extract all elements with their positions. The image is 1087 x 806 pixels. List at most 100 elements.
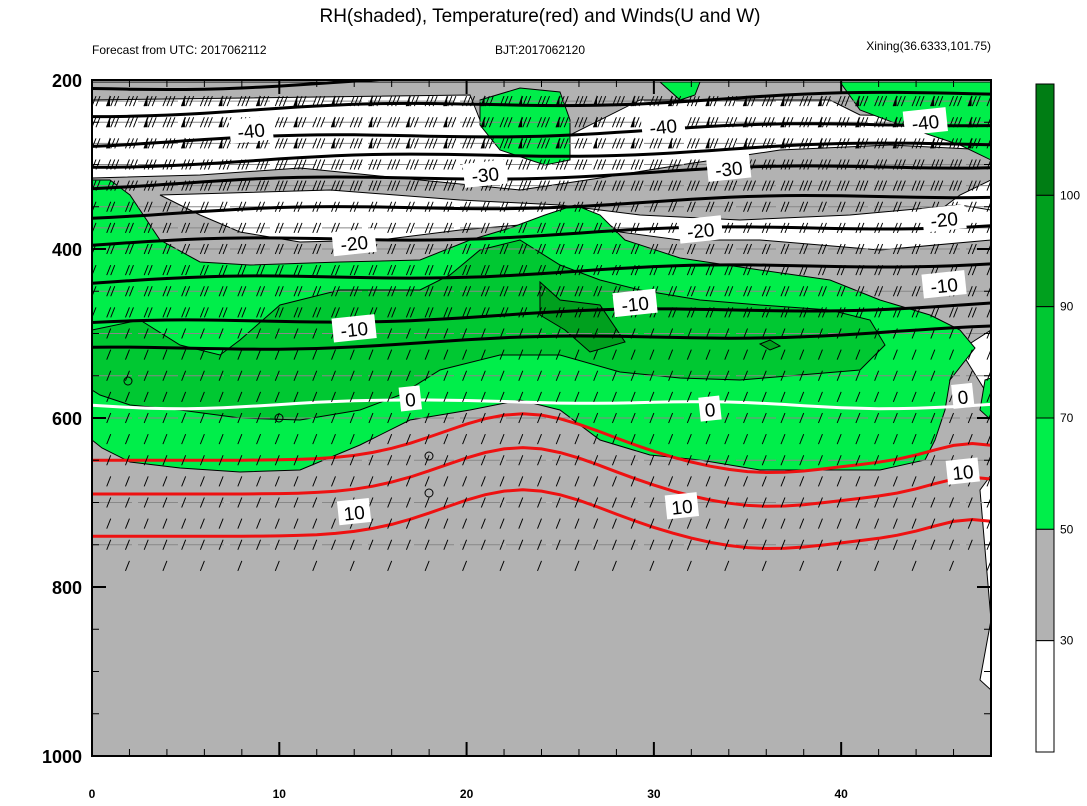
wind-barb xyxy=(218,201,224,212)
wind-pennant xyxy=(330,116,335,128)
wind-barb xyxy=(316,159,322,170)
wind-barb xyxy=(424,159,430,170)
y-tick-label: 400 xyxy=(52,240,82,260)
wind-barb xyxy=(892,476,898,487)
wind-barb xyxy=(803,201,809,212)
wind-barb xyxy=(799,370,805,381)
wind-barb xyxy=(743,518,748,529)
wind-barb xyxy=(278,201,284,212)
wind-barb xyxy=(349,349,355,360)
wind-barb xyxy=(915,138,921,149)
wind-barb xyxy=(934,159,940,170)
wind-barb xyxy=(672,159,678,170)
wind-barb xyxy=(747,243,752,255)
wind-barb xyxy=(462,455,468,466)
wind-barb xyxy=(443,433,449,445)
wind-barb xyxy=(443,370,449,381)
wind-barb xyxy=(995,117,999,127)
wind-barb xyxy=(499,328,505,339)
wind-barb xyxy=(237,539,243,550)
wind-barb xyxy=(971,264,977,276)
wind-barb xyxy=(541,117,546,128)
wind-barb xyxy=(836,539,842,550)
wind-barb xyxy=(143,433,149,445)
wind-barb xyxy=(293,222,299,234)
wind-barb xyxy=(424,328,430,339)
wind-barb xyxy=(488,138,494,149)
wind-barb xyxy=(892,307,898,318)
wind-barb xyxy=(447,222,453,234)
wind-barb xyxy=(668,328,674,339)
wind-barb xyxy=(106,349,112,360)
wind-barb xyxy=(593,518,599,529)
wind-barb xyxy=(821,138,827,149)
wind-barb xyxy=(181,138,187,149)
wind-barb xyxy=(911,222,917,234)
wind-barb xyxy=(971,117,977,128)
wind-barb xyxy=(316,95,322,107)
wind-barb xyxy=(874,307,880,318)
wind-barb xyxy=(522,222,528,234)
wind-barb xyxy=(803,159,809,170)
wind-barb xyxy=(709,307,715,318)
wind-barb xyxy=(817,391,823,403)
wind-barb xyxy=(747,307,752,318)
wind-barb xyxy=(181,307,187,318)
wind-barb xyxy=(817,180,823,191)
wind-barb xyxy=(578,159,584,170)
wind-barb xyxy=(686,264,692,276)
wind-barb xyxy=(975,95,981,107)
wind-barb xyxy=(863,95,869,107)
wind-barb xyxy=(199,539,205,550)
wind-barb xyxy=(911,159,917,170)
wind-barb xyxy=(451,138,457,149)
wind-barb xyxy=(353,95,359,107)
wind-barb xyxy=(807,95,813,107)
wind-barb xyxy=(743,497,748,508)
wind-barb xyxy=(522,201,528,212)
calm-marker xyxy=(123,376,133,386)
wind-barb xyxy=(387,391,393,403)
wind-barb xyxy=(743,95,748,107)
wind-barb xyxy=(593,497,599,508)
wind-barb xyxy=(480,95,486,107)
wind-barb xyxy=(499,349,505,360)
wind-barb xyxy=(578,180,584,191)
wind-barb xyxy=(443,307,449,318)
wind-barb xyxy=(724,433,730,445)
wind-barb xyxy=(836,264,842,276)
wind-barb xyxy=(878,264,884,276)
wind-barb xyxy=(855,159,861,170)
wind-barb xyxy=(462,307,468,318)
wind-barb xyxy=(578,286,584,297)
wind-barb xyxy=(541,95,546,107)
wind-barb xyxy=(780,412,786,424)
wind-barb xyxy=(106,412,112,424)
wind-barb xyxy=(447,180,453,191)
wind-barb xyxy=(863,180,869,191)
wind-barb xyxy=(724,412,730,424)
wind-barb xyxy=(241,307,247,318)
wind-barb xyxy=(728,307,734,318)
wind-barb xyxy=(387,159,393,170)
wind-barb xyxy=(953,95,959,107)
wind-barb xyxy=(274,412,280,424)
wind-barb xyxy=(574,349,580,360)
wind-barb xyxy=(480,328,486,339)
wind-barb xyxy=(405,518,411,529)
wind-pennant xyxy=(967,95,972,107)
wind-barb xyxy=(934,138,940,149)
wind-pennant xyxy=(855,137,860,149)
wind-barb xyxy=(555,518,561,529)
contour-label-box xyxy=(951,382,975,409)
wind-barb xyxy=(911,476,917,487)
wind-barb xyxy=(124,307,130,318)
wind-barb xyxy=(911,243,917,255)
wind-pennant xyxy=(330,137,335,149)
wind-barb xyxy=(237,159,243,170)
wind-barb xyxy=(836,476,842,487)
wind-barb xyxy=(878,201,884,212)
wind-barb xyxy=(405,370,411,381)
wind-barb xyxy=(222,138,228,149)
colorbar-label: 90 xyxy=(1060,300,1074,314)
